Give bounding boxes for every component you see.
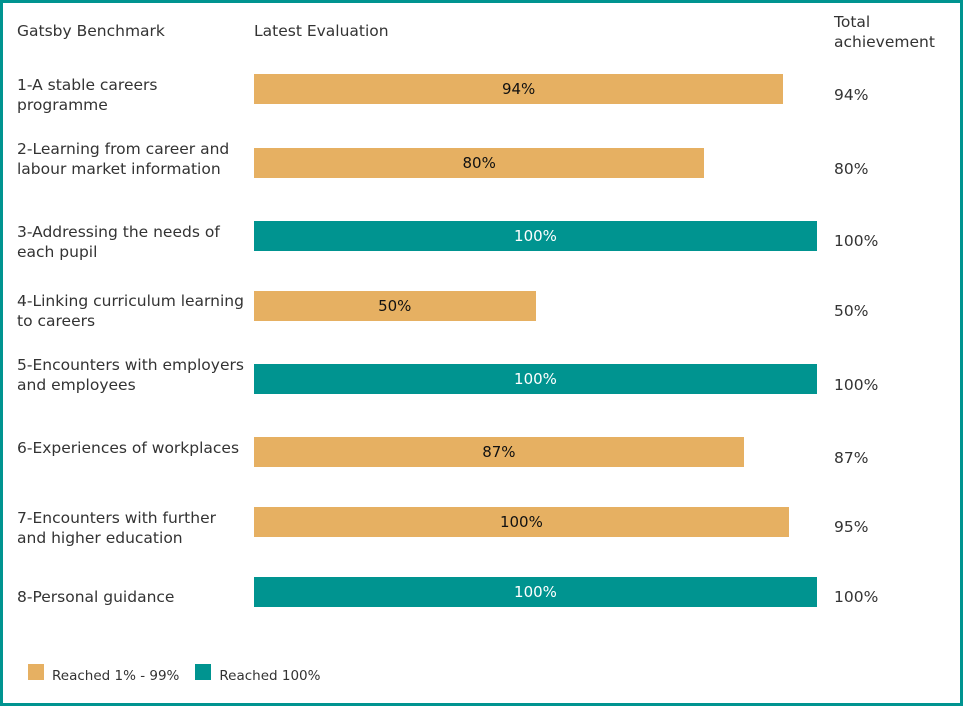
total-achievement-value: 100%	[834, 232, 879, 250]
bar-data-label: 80%	[462, 154, 496, 172]
total-achievement-value: 87%	[834, 449, 869, 467]
total-achievement-value: 94%	[834, 86, 869, 104]
bar-data-label: 87%	[482, 443, 516, 461]
bar-data-label: 100%	[514, 227, 557, 245]
total-achievement-value: 95%	[834, 518, 869, 536]
bar: 100%	[254, 507, 789, 537]
bar: 100%	[254, 221, 817, 251]
bar: 100%	[254, 364, 817, 394]
bar: 94%	[254, 74, 784, 104]
benchmark-label: 8-Personal guidance	[17, 588, 175, 606]
benchmark-label: 4-Linking curriculum learning to careers	[17, 292, 244, 330]
legend-label-full: Reached 100%	[219, 668, 321, 684]
bar: 87%	[254, 437, 744, 467]
bar: 100%	[254, 577, 817, 607]
benchmark-label: 2-Learning from career and labour market…	[17, 140, 230, 178]
bar-data-label: 94%	[501, 80, 536, 98]
legend: Reached 1% - 99% Reached 100%	[28, 664, 336, 684]
benchmark-label: 5-Encounters with employers and employee…	[17, 356, 244, 394]
bar: 80%	[254, 148, 705, 178]
header-total-achievement: Total achievement	[834, 13, 935, 51]
total-achievement-value: 80%	[834, 160, 869, 178]
benchmark-label: 6-Experiences of workplaces	[17, 439, 240, 457]
total-achievement-value: 50%	[834, 302, 869, 320]
benchmark-label: 1-A stable careers programme	[17, 76, 158, 114]
legend-swatch-full	[195, 664, 212, 680]
bar-data-label: 100%	[499, 513, 543, 531]
total-achievement-value: 100%	[834, 588, 879, 606]
bar-data-label: 100%	[514, 370, 557, 388]
bar-data-label: 50%	[378, 297, 412, 315]
bar: 50%	[254, 291, 536, 321]
header-benchmark: Gatsby Benchmark	[17, 22, 165, 40]
header-latest-evaluation: Latest Evaluation	[254, 22, 389, 40]
legend-label-partial: Reached 1% - 99%	[52, 668, 180, 684]
total-achievement-value: 100%	[834, 376, 879, 394]
bar-data-label: 100%	[514, 583, 557, 601]
legend-swatch-partial	[28, 664, 44, 680]
benchmark-label: 3-Addressing the needs of each pupil	[17, 223, 220, 261]
benchmark-label: 7-Encounters with further and higher edu…	[17, 509, 216, 547]
